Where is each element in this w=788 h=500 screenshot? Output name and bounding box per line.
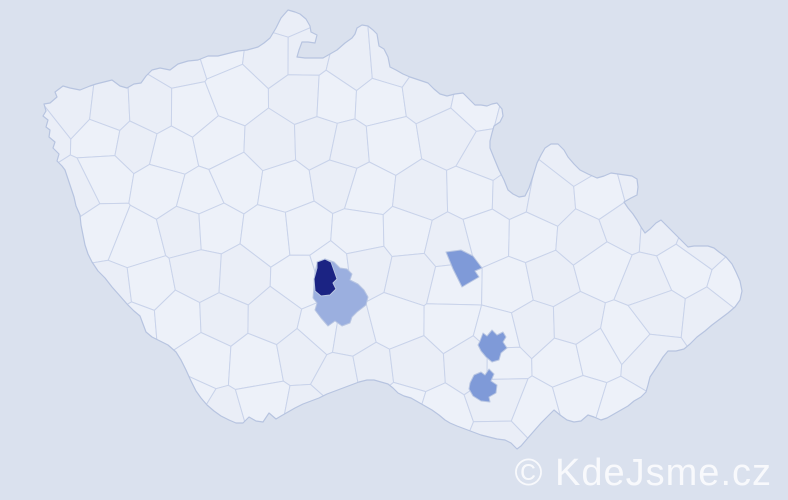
district-highlight-1 <box>313 258 338 297</box>
district-cell <box>135 384 270 449</box>
district-highlight-3 <box>445 249 483 288</box>
district-highlight-5 <box>468 368 498 403</box>
highlighted-districts <box>312 249 508 403</box>
district-highlight-4 <box>477 329 508 363</box>
country-outline <box>42 9 743 450</box>
